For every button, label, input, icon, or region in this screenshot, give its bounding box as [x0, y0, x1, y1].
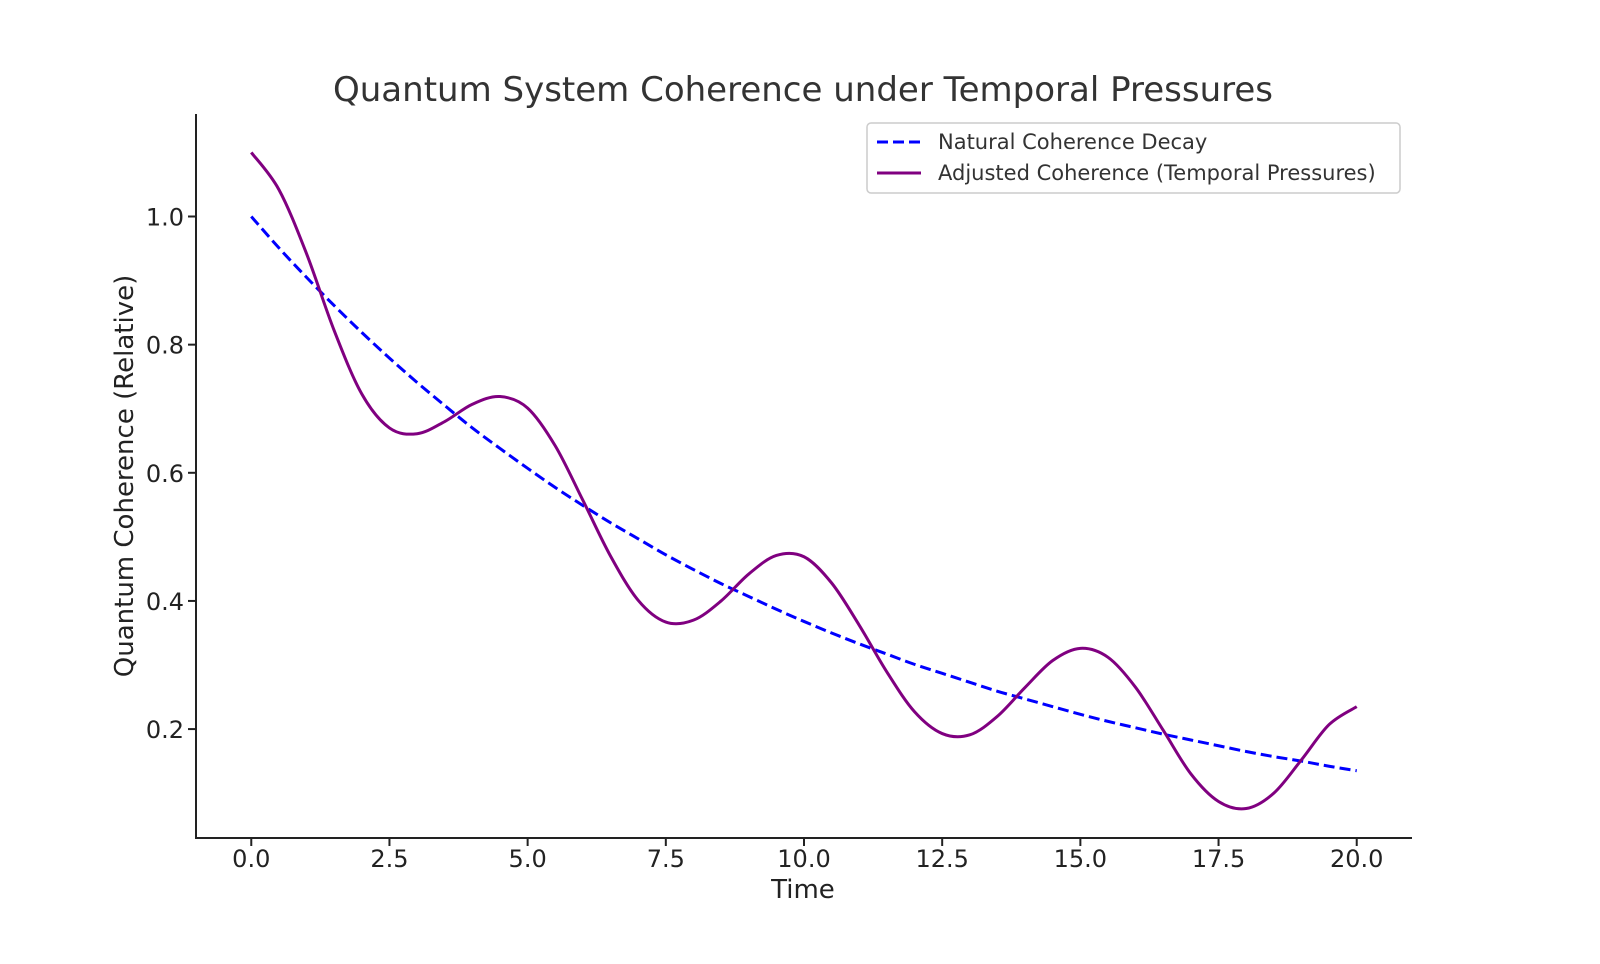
x-tick-label: 12.5: [915, 845, 968, 873]
y-tick-label: 0.8: [146, 332, 184, 360]
x-tick-label: 10.0: [777, 845, 830, 873]
y-tick-label: 1.0: [146, 204, 184, 232]
x-tick-label: 7.5: [647, 845, 685, 873]
legend: Natural Coherence Decay Adjusted Coheren…: [866, 122, 1401, 194]
legend-label-natural: Natural Coherence Decay: [938, 130, 1207, 154]
legend-item-natural: Natural Coherence Decay: [877, 130, 1207, 154]
series-line-adjusted-coherence: [250, 151, 1358, 811]
chart-title: Quantum System Coherence under Temporal …: [333, 70, 1273, 110]
legend-frame: [866, 122, 1401, 194]
series-layer: [250, 151, 1358, 811]
legend-label-adjusted: Adjusted Coherence (Temporal Pressures): [938, 161, 1376, 185]
x-axis-label: Time: [770, 875, 835, 905]
x-tick-label: 0.0: [232, 845, 270, 873]
y-axis-label: Quantum Coherence (Relative): [110, 275, 140, 677]
plot-area: 0.0 2.5 5.0 7.5 10.0 12.5 15.0 17.5 20.0 0.20.40…: [146, 114, 1412, 873]
series-line-natural-decay: [250, 215, 1357, 773]
x-tick-label: 20.0: [1330, 845, 1383, 873]
legend-item-adjusted: Adjusted Coherence (Temporal Pressures): [877, 161, 1376, 185]
x-tick-label: 5.0: [509, 845, 547, 873]
y-ticks: 0.2 0.4 0.6 0.8 1.0: [146, 204, 196, 744]
x-tick-label: 2.5: [370, 845, 408, 873]
y-tick-label: 0.2: [146, 716, 184, 744]
x-tick-label: 15.0: [1054, 845, 1107, 873]
x-ticks: 0.0 2.5 5.0 7.5 10.0 12.5 15.0 17.5 20.0: [232, 838, 1383, 873]
x-tick-label: 17.5: [1192, 845, 1245, 873]
y-tick-label: 0.6: [146, 460, 184, 488]
y-tick-label: 0.4: [146, 588, 184, 616]
